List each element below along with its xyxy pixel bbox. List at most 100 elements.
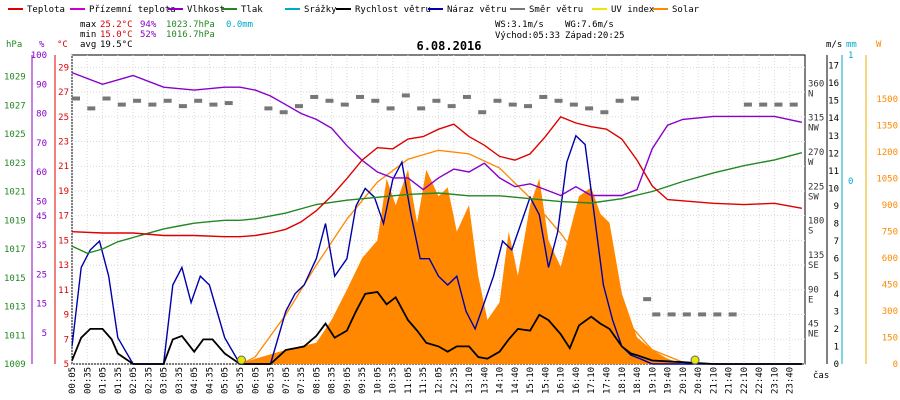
time-unit-label: čas [813,370,829,381]
tick-label-temp: 21 [58,162,69,172]
series-vlhkost-line [71,71,803,197]
tick-label-hum: 90 [36,80,47,90]
wind-direction-point [789,102,798,107]
wind-direction-point [340,102,349,107]
tick-label-time: 07:05 [282,367,292,394]
tick-label-time: 08:35 [328,367,338,394]
tick-label-time: 20:40 [694,367,704,394]
tick-label-dir-name: N [808,89,813,99]
tick-label-solar: 450 [882,281,898,291]
tick-label-time: 10:05 [373,367,383,394]
tick-label-time: 07:35 [297,367,307,394]
tick-label-hum: 100 [31,51,47,61]
tick-label-wind: 7 [834,237,839,247]
wind-direction-point [728,312,737,317]
legend-label: Směr větru [529,5,583,15]
stat-max-hum: 94% [140,20,157,30]
tick-label-hum: 15 [36,300,47,310]
tick-label-temp: 27 [58,88,69,98]
legend-label: Náraz větru [447,5,507,15]
tick-label-dir: 315 [808,114,824,124]
axis-unit-solar: W [876,40,882,50]
series-teplota-line [71,115,803,238]
tick-label-temp: 23 [58,138,69,148]
wind-direction-point [713,312,722,317]
tick-label-solar: 0 [893,360,898,370]
tick-label-time: 06:05 [251,367,261,394]
tick-label-dir-name: SE [808,261,819,271]
tick-label-solar: 1050 [876,175,898,185]
tick-label-dir: 225 [808,182,824,192]
axis-unit-wind: m/s [826,40,842,50]
stat-avg-temp: 19.5°C [100,40,133,50]
series-n-raz-v-tru-line [71,134,802,365]
stat-sunset: Západ:20:25 [565,31,625,41]
tick-label-solar: 1500 [876,95,898,105]
tick-label-wind: 12 [828,149,839,159]
wind-direction-point [539,94,548,99]
tick-label-time: 22:40 [755,367,765,394]
tick-label-rain: 0 [848,177,853,187]
stat-sunrise: Východ:05:33 [495,31,560,41]
stats-block: max 25.2°C 94% 1023.7hPa 0.0mm min 15.0°… [80,20,625,50]
wind-direction-point [325,98,334,103]
legend-label: Teplota [27,5,65,15]
tick-label-solar: 150 [882,334,898,344]
tick-label-press: 1027 [4,101,26,111]
tick-label-wind: 17 [828,62,839,72]
legend-label: UV index [611,5,655,15]
series-tlak-line [71,152,803,255]
tick-label-temp: 11 [58,286,69,296]
stat-max-label: max [80,20,97,30]
tick-label-dir: 270 [808,148,824,158]
tick-label-time: 13:40 [480,367,490,394]
tick-label-wind: 3 [834,307,839,317]
tick-label-hum: 70 [36,139,47,149]
tick-label-press: 1015 [4,274,26,284]
legend-label: Srážky [304,5,337,15]
legend-label: Přízemní teplota [89,5,176,15]
tick-label-wind: 15 [828,97,839,107]
tick-label-wind: 13 [828,132,839,142]
tick-label-dir: 90 [808,285,819,295]
wind-direction-point [133,98,142,103]
tick-label-temp: 19 [58,187,69,197]
tick-label-time: 01:05 [99,367,109,394]
tick-label-hum: 35 [36,241,47,251]
tick-label-time: 19:10 [648,367,658,394]
tick-label-temp: 15 [58,236,69,246]
wind-direction-point [148,102,157,107]
stat-avg-label: avg [80,40,96,50]
axis-unit-press: hPa [6,40,22,50]
tick-label-wind: 4 [834,290,839,300]
tick-label-hum: 60 [36,168,47,178]
tick-label-wind: 16 [828,79,839,89]
tick-label-wind: 0 [834,360,839,370]
tick-label-dir-name: SW [808,192,819,202]
tick-label-press: 1021 [4,188,26,198]
wind-direction-point [72,96,80,101]
tick-label-wind: 14 [828,114,839,124]
tick-label-time: 00:05 [68,367,78,394]
tick-label-time: 04:05 [190,367,200,394]
wind-direction-point [178,104,187,109]
legend-label: Solar [672,5,700,15]
plot-area [71,54,806,365]
wind-direction-point [163,98,172,103]
wind-direction-point [310,94,319,99]
wind-direction-point [87,106,96,111]
stat-max-rain: 0.0mm [226,20,253,30]
tick-label-time: 12:35 [450,367,460,394]
tick-label-wind: 9 [834,202,839,212]
wind-direction-point [600,110,609,115]
stat-min-temp: 15.0°C [100,30,133,40]
tick-label-press: 1017 [4,245,26,255]
wind-direction-point [279,110,288,115]
wind-direction-point [759,102,768,107]
tick-label-hum: 50 [36,197,47,207]
wind-direction-point [698,312,707,317]
wind-direction-point [682,312,691,317]
tick-label-time: 03:05 [160,367,170,394]
